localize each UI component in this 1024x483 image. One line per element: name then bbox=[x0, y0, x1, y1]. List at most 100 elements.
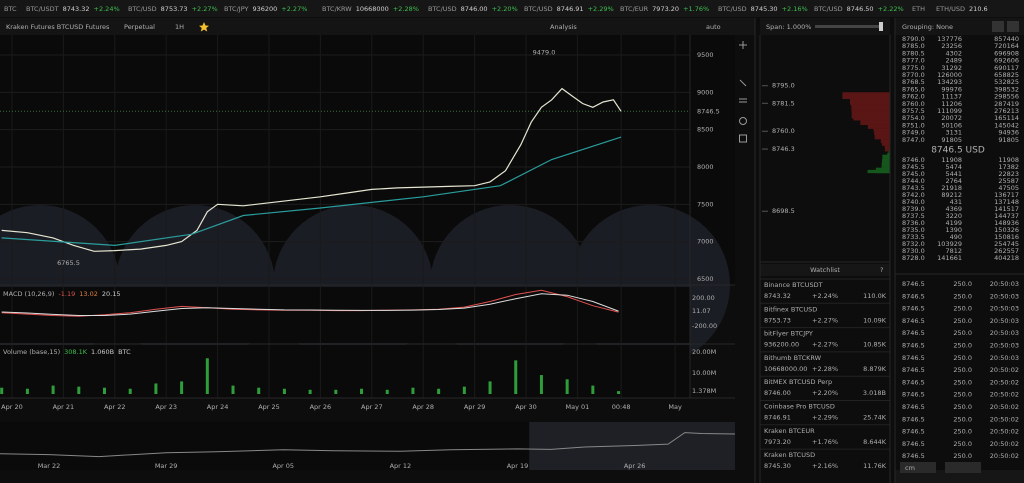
watchlist-volume: 11.76K bbox=[863, 462, 887, 470]
group-plus[interactable] bbox=[1007, 21, 1019, 32]
volume-reading: 1.060B bbox=[91, 348, 114, 356]
ticker-item[interactable]: BTC/KRW 10668000 +2.28% bbox=[322, 5, 419, 13]
book-mid: 8746.5 USD bbox=[931, 146, 985, 156]
ticker-item[interactable]: BTC/EUR 7973.20 +1.76% bbox=[620, 5, 709, 13]
analysis-button[interactable]: Analysis bbox=[550, 23, 577, 31]
book-total: 298556 bbox=[994, 93, 1019, 101]
scale-button[interactable]: auto bbox=[706, 23, 721, 31]
book-total: 398532 bbox=[994, 85, 1019, 93]
trade-price: 8746.5 bbox=[902, 403, 925, 411]
trade-price: 8746.5 bbox=[902, 280, 925, 288]
ticker-item[interactable]: BTC/USD 8746.00 +2.20% bbox=[428, 5, 518, 13]
watchlist-name[interactable]: Binance BTCUSDT bbox=[764, 281, 823, 289]
watchlist-name[interactable]: BitMEX BTCUSD Perp bbox=[764, 378, 832, 386]
last-price-label: 8746.5 bbox=[697, 107, 720, 115]
book-size: 4302 bbox=[945, 49, 962, 57]
watchlist-name[interactable]: Kraken BTCEUR bbox=[764, 427, 815, 435]
volume-last: 1.378M bbox=[692, 387, 716, 395]
watchlist-price: 936200.00 bbox=[764, 341, 799, 349]
book-price: 8728.0 bbox=[902, 254, 925, 262]
book-size: 11908 bbox=[941, 156, 962, 164]
trade-time: 20:50:03 bbox=[990, 292, 1019, 300]
watchlist-change: +2.20% bbox=[812, 389, 838, 397]
tool-icon[interactable] bbox=[739, 79, 747, 87]
trade-time: 20:50:03 bbox=[990, 329, 1019, 337]
book-size: 141661 bbox=[937, 254, 962, 262]
volume-bar bbox=[539, 375, 543, 395]
volume-bar bbox=[437, 388, 441, 395]
book-price: 8745.5 bbox=[902, 163, 925, 171]
volume-name: Volume (base,15) bbox=[3, 348, 60, 356]
tool-icon[interactable] bbox=[739, 117, 747, 125]
book-price: 8739.0 bbox=[902, 205, 925, 213]
volume-bar bbox=[411, 387, 415, 395]
ticker-item[interactable]: BTC/JPY 936200 +2.27% bbox=[224, 5, 307, 13]
watchlist-change: +2.28% bbox=[812, 365, 838, 373]
watchlist-header bbox=[760, 264, 890, 276]
ticker-symbol: BTC/JPY bbox=[224, 5, 248, 13]
book-price: 8751.0 bbox=[902, 121, 925, 129]
watchlist-name[interactable]: Bithumb BTCKRW bbox=[764, 354, 822, 362]
depth-step bbox=[851, 104, 890, 110]
footer bbox=[895, 470, 1024, 483]
volume-bar bbox=[385, 389, 389, 395]
book-price: 8730.0 bbox=[902, 247, 925, 255]
ticker-item[interactable]: BTC/USD 8746.50 +2.22% bbox=[814, 5, 904, 13]
ticker-item[interactable]: BTC/USD 8753.73 +2.27% bbox=[128, 5, 218, 13]
group-minus[interactable] bbox=[992, 21, 1004, 32]
watchlist-price: 8753.73 bbox=[764, 316, 791, 324]
ticker-symbol: BTC/USD bbox=[524, 5, 553, 13]
book-price: 8744.0 bbox=[902, 177, 925, 185]
book-total: 137148 bbox=[994, 198, 1019, 206]
watchlist-name[interactable]: Coinbase Pro BTCUSD bbox=[764, 403, 835, 411]
unit-label[interactable]: cm bbox=[905, 464, 915, 472]
price-line bbox=[1, 87, 622, 252]
book-size: 4369 bbox=[945, 205, 962, 213]
depth-step bbox=[888, 150, 890, 153]
market-name[interactable]: Kraken Futures BTCUSD Futures bbox=[6, 23, 110, 31]
ticker-item[interactable]: BTC/USDT 8743.32 +2.24% bbox=[26, 5, 120, 13]
tool-icon[interactable] bbox=[739, 134, 747, 143]
interval[interactable]: 1H bbox=[175, 23, 184, 31]
ticker-change: +2.16% bbox=[782, 5, 808, 13]
book-size: 23256 bbox=[941, 42, 962, 50]
ticker-change: +2.28% bbox=[393, 5, 419, 13]
macd-label: MACD (10,26,9) -1.19 13.02 20.15 bbox=[3, 290, 120, 298]
favorite-star[interactable] bbox=[199, 22, 209, 32]
ticker-item[interactable]: BTC/USD 8746.91 +2.29% bbox=[524, 5, 614, 13]
watchlist-volume: 10.85K bbox=[863, 341, 887, 349]
trade-size: 250.0 bbox=[953, 342, 972, 350]
watchlist-name[interactable]: Bitfinex BTCUSD bbox=[764, 305, 817, 313]
span-slider[interactable] bbox=[815, 25, 883, 28]
unit-button[interactable] bbox=[900, 462, 936, 473]
watchlist-help[interactable]: ? bbox=[880, 266, 883, 274]
macd-tick-label: 200.00 bbox=[692, 294, 715, 302]
watchlist-name[interactable]: bitFlyer BTCJPY bbox=[764, 330, 813, 338]
book-price: 8790.0 bbox=[902, 35, 925, 43]
book-size: 5441 bbox=[945, 170, 962, 178]
watchlist-price: 8745.30 bbox=[764, 462, 791, 470]
book-size: 3131 bbox=[945, 129, 962, 137]
book-size: 50106 bbox=[941, 121, 962, 129]
watchlist-price: 8746.91 bbox=[764, 414, 791, 422]
ticker-item[interactable]: ETH bbox=[912, 5, 925, 13]
ticker-item[interactable]: BTC bbox=[4, 5, 17, 13]
ticker-symbol: BTC/USD bbox=[428, 5, 457, 13]
book-size: 31292 bbox=[941, 64, 962, 72]
book-price: 8736.0 bbox=[902, 219, 925, 227]
span-slider-handle[interactable] bbox=[879, 22, 883, 31]
book-total: 165114 bbox=[994, 114, 1019, 122]
book-size: 5474 bbox=[945, 163, 962, 171]
watchlist-name[interactable]: Kraken BTCUSD bbox=[764, 451, 815, 459]
chat-button[interactable] bbox=[945, 462, 981, 473]
x-tick-label: Apr 25 bbox=[258, 403, 280, 411]
x-tick-label: 00:48 bbox=[612, 403, 631, 411]
contract[interactable]: Perpetual bbox=[124, 23, 155, 31]
trade-time: 20:50:02 bbox=[990, 378, 1019, 386]
book-size: 126000 bbox=[937, 71, 962, 79]
ticker-item[interactable]: ETH/USD 210.6 bbox=[936, 5, 988, 13]
trade-size: 250.0 bbox=[953, 415, 972, 423]
ticker-item[interactable]: BTC/USD 8745.30 +2.16% bbox=[718, 5, 808, 13]
book-total: 91805 bbox=[998, 136, 1019, 144]
